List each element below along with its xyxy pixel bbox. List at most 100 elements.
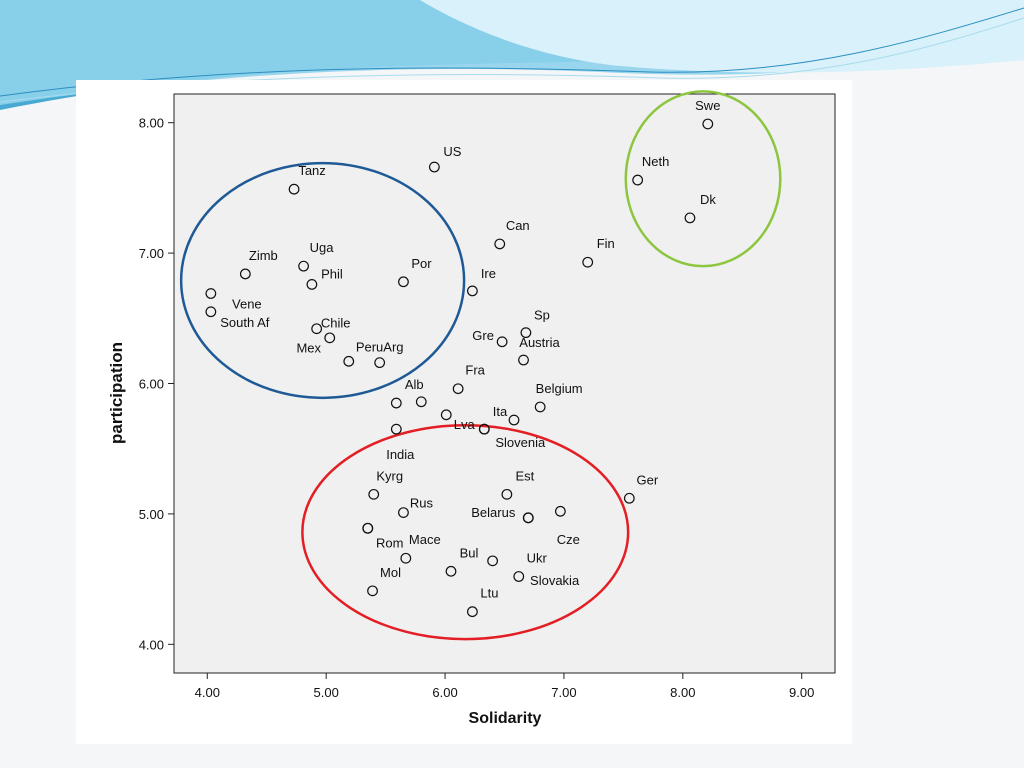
data-point xyxy=(324,332,336,344)
green-group-ellipse xyxy=(624,90,782,268)
data-point xyxy=(554,505,566,517)
point-label: India xyxy=(386,447,415,462)
point-label: Slovakia xyxy=(530,573,580,588)
plot-area xyxy=(173,93,836,674)
point-label: Fin xyxy=(597,236,615,251)
y-axis: 4.00 5.00 6.00 7.00 8.00 xyxy=(139,116,174,652)
data-point xyxy=(534,401,546,413)
point-label: Alb xyxy=(405,377,424,392)
data-point xyxy=(398,507,409,519)
data-point xyxy=(467,285,478,297)
point-label: Cze xyxy=(557,532,580,547)
x-tick-label: 5.00 xyxy=(314,685,339,700)
point-label: Vene xyxy=(232,297,262,312)
point-label: Belarus xyxy=(471,505,516,520)
x-tick-label: 4.00 xyxy=(195,685,220,700)
data-point xyxy=(501,488,513,500)
point-label: Mex xyxy=(296,340,321,355)
data-point xyxy=(415,396,427,408)
x-tick-label: 6.00 xyxy=(432,685,457,700)
data-point xyxy=(467,606,478,618)
data-point xyxy=(494,238,506,250)
data-point xyxy=(390,423,402,435)
y-tick-label: 4.00 xyxy=(139,637,164,652)
point-label: Ltu xyxy=(480,586,498,601)
data-point xyxy=(400,552,412,564)
data-point xyxy=(513,571,525,582)
x-axis: 4.00 5.00 6.00 7.00 8.00 9.00 xyxy=(195,673,814,700)
point-label: Uga xyxy=(310,240,335,255)
data-point xyxy=(445,565,457,577)
data-point xyxy=(520,327,532,339)
data-point xyxy=(702,118,714,130)
point-label: Ukr xyxy=(527,551,548,566)
x-axis-title: Solidarity xyxy=(469,710,542,727)
point-labels: Swe US Neth Tanz Dk Can Fin Zimb Uga Phil Por Ire Ve… xyxy=(220,98,720,601)
data-point xyxy=(390,397,402,409)
point-label: Ger xyxy=(636,472,658,487)
point-label: Tanz xyxy=(298,163,325,178)
point-label: Zimb xyxy=(249,248,278,263)
y-axis-title: participation xyxy=(107,342,126,444)
point-label: Ire xyxy=(481,266,496,281)
point-label: Austria xyxy=(519,335,560,350)
point-label: Sp xyxy=(534,308,550,323)
data-point xyxy=(582,256,594,268)
data-point xyxy=(496,336,508,348)
point-label: Dk xyxy=(700,192,716,207)
point-label: Rom xyxy=(376,535,403,550)
data-point xyxy=(428,161,440,173)
point-label: Swe xyxy=(695,98,720,113)
y-tick-label: 8.00 xyxy=(139,116,164,131)
point-label: Por xyxy=(411,256,432,271)
point-label: Slovenia xyxy=(495,435,546,450)
data-point xyxy=(343,355,355,367)
data-point xyxy=(362,522,374,534)
y-tick-label: 6.00 xyxy=(139,377,164,392)
point-label: Fra xyxy=(465,363,485,378)
data-point xyxy=(518,354,529,366)
data-point xyxy=(306,278,318,290)
point-label: Mace xyxy=(409,532,441,547)
point-label: Neth xyxy=(642,154,669,169)
data-point xyxy=(508,414,520,426)
data-point xyxy=(298,260,309,272)
point-label: South Af xyxy=(220,315,270,330)
data-point xyxy=(367,585,378,597)
point-label: PeruArg xyxy=(356,340,404,355)
point-label: Gre xyxy=(472,328,494,343)
x-tick-label: 7.00 xyxy=(551,685,576,700)
data-point xyxy=(487,555,499,567)
y-tick-label: 7.00 xyxy=(139,246,164,261)
point-label: Bul xyxy=(460,545,479,560)
data-point xyxy=(374,357,386,369)
data-point xyxy=(398,276,409,288)
x-tick-label: 9.00 xyxy=(789,685,814,700)
point-label: Rus xyxy=(410,496,434,511)
point-label: Lva xyxy=(454,417,476,432)
y-tick-label: 5.00 xyxy=(139,507,164,522)
point-label: Kyrg xyxy=(376,468,403,483)
point-label: US xyxy=(443,144,461,159)
point-label: Est xyxy=(515,468,534,483)
data-point xyxy=(205,306,217,318)
data-point xyxy=(239,268,251,280)
point-label: Phil xyxy=(321,266,343,281)
data-point xyxy=(522,512,534,524)
group-ellipses xyxy=(179,90,782,641)
point-label: Chile xyxy=(321,316,351,331)
data-point xyxy=(368,488,380,500)
header-wave-light xyxy=(420,0,1024,73)
data-point xyxy=(478,423,490,435)
x-tick-label: 8.00 xyxy=(670,685,695,700)
data-point xyxy=(623,492,635,504)
blue-group-ellipse xyxy=(179,161,466,400)
header-wave-line xyxy=(0,7,1024,97)
data-point xyxy=(440,409,452,421)
data-point xyxy=(632,174,644,186)
red-group-ellipse xyxy=(301,423,630,641)
data-point xyxy=(452,383,464,395)
point-label: Belgium xyxy=(536,381,583,396)
point-label: Ita xyxy=(493,404,508,419)
point-label: Mol xyxy=(380,565,401,580)
